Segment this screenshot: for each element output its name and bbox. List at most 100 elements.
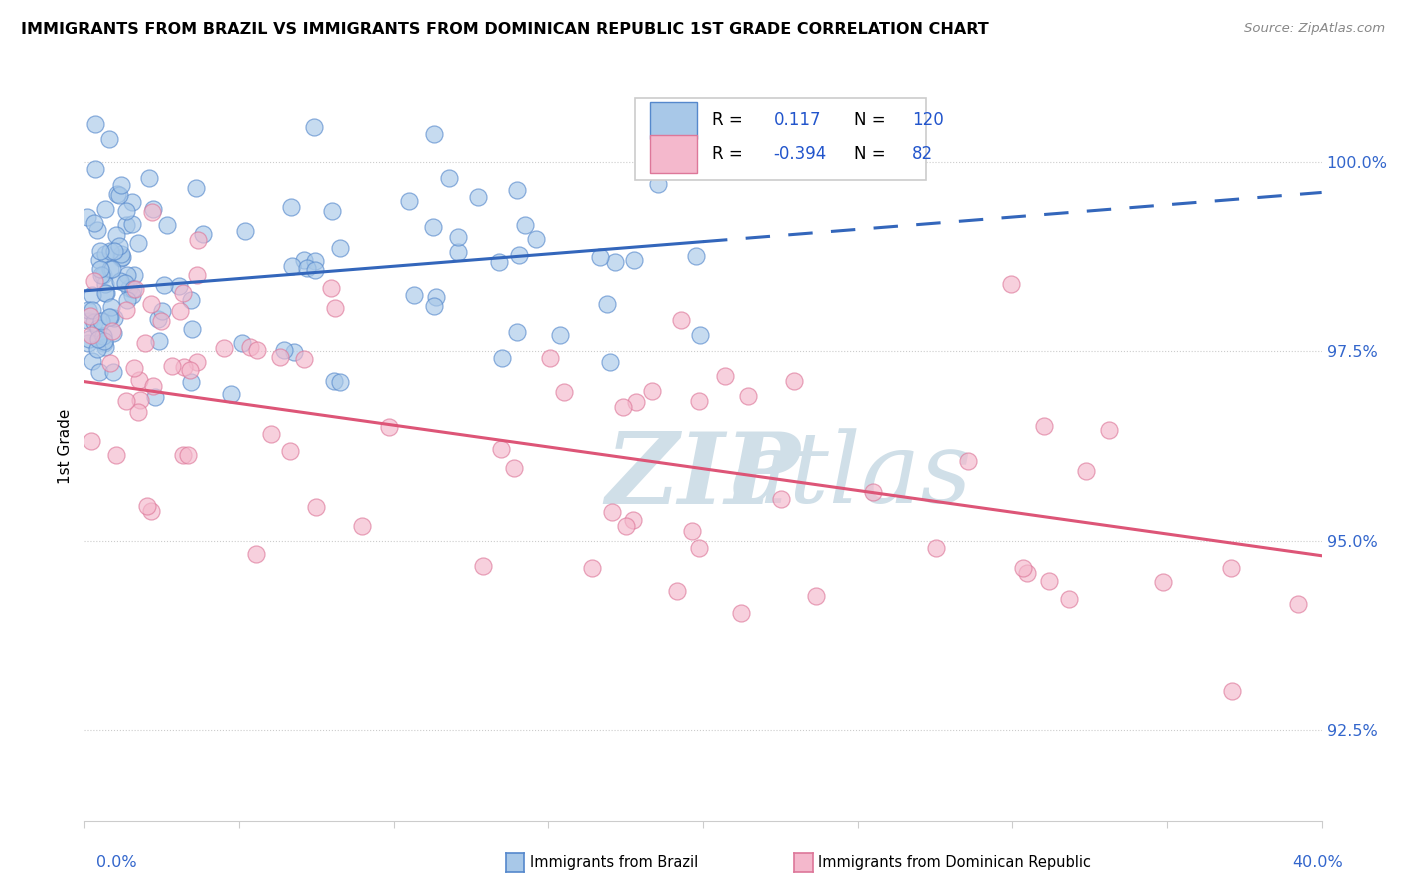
Point <box>179 363 201 377</box>
Point <box>281 260 304 274</box>
Point <box>94 340 117 354</box>
Point <box>105 187 128 202</box>
Point <box>292 252 315 267</box>
Point <box>862 484 884 499</box>
Point <box>94 286 117 301</box>
Point <box>503 461 526 475</box>
Point <box>641 384 664 398</box>
Point <box>246 343 269 357</box>
Point <box>172 286 194 301</box>
Point <box>422 219 444 234</box>
Point <box>181 322 204 336</box>
Point <box>172 448 194 462</box>
Point <box>273 343 295 357</box>
Point <box>108 273 131 287</box>
Point <box>80 303 103 318</box>
Point <box>108 239 131 253</box>
Point <box>91 268 114 282</box>
Point <box>100 262 122 277</box>
Point <box>114 276 136 290</box>
Point <box>93 334 115 348</box>
Point <box>101 326 124 340</box>
Point <box>121 217 143 231</box>
Point <box>146 311 169 326</box>
Point <box>76 303 98 318</box>
Point <box>730 606 752 620</box>
Point <box>180 375 202 389</box>
Point <box>1220 684 1243 698</box>
Point <box>94 285 117 300</box>
Point <box>86 223 108 237</box>
Point <box>191 227 214 242</box>
Point <box>142 202 165 216</box>
Point <box>623 252 645 267</box>
Point <box>378 420 401 434</box>
Point <box>87 365 110 379</box>
Point <box>305 500 328 514</box>
Point <box>142 379 165 393</box>
Point <box>806 590 828 604</box>
Point <box>596 296 619 310</box>
Point <box>1220 561 1243 575</box>
Text: -0.394: -0.394 <box>773 145 827 163</box>
Text: N =: N = <box>853 145 886 163</box>
Text: 82: 82 <box>912 145 934 163</box>
Text: 0.117: 0.117 <box>773 112 821 129</box>
Point <box>128 392 150 407</box>
Point <box>80 354 103 368</box>
Point <box>329 241 352 255</box>
Point <box>77 332 100 346</box>
Point <box>302 120 325 134</box>
FancyBboxPatch shape <box>650 136 697 172</box>
Point <box>1057 592 1080 607</box>
Point <box>553 385 575 400</box>
Text: 120: 120 <box>912 112 943 129</box>
Point <box>782 374 804 388</box>
Point <box>103 311 125 326</box>
Point <box>671 312 693 326</box>
Point <box>122 361 145 376</box>
Point <box>769 492 792 507</box>
Point <box>98 356 121 370</box>
Point <box>1098 423 1121 437</box>
Point <box>91 329 114 343</box>
Point <box>446 245 468 260</box>
Point <box>83 117 105 131</box>
Point <box>1076 463 1098 477</box>
Point <box>404 288 426 302</box>
Point <box>87 252 110 267</box>
Point <box>121 194 143 209</box>
Point <box>104 448 127 462</box>
Point <box>398 194 420 209</box>
Point <box>1015 566 1038 581</box>
Point <box>134 335 156 350</box>
Point <box>688 541 710 555</box>
Point <box>329 375 352 389</box>
Point <box>1038 574 1060 589</box>
Point <box>83 274 105 288</box>
Point <box>87 333 110 347</box>
Point <box>489 442 512 457</box>
Point <box>135 499 157 513</box>
Point <box>688 393 710 408</box>
Point <box>98 262 121 277</box>
Point <box>581 561 603 575</box>
Point <box>143 390 166 404</box>
Point <box>599 355 621 369</box>
Point <box>239 340 262 354</box>
Point <box>600 505 623 519</box>
Point <box>94 277 117 292</box>
Point <box>90 268 112 282</box>
Point <box>101 366 124 380</box>
Point <box>589 250 612 264</box>
Point <box>83 314 105 328</box>
Point <box>97 310 120 324</box>
Point <box>321 204 343 219</box>
Point <box>1153 574 1175 589</box>
Point <box>614 518 637 533</box>
Point <box>77 336 100 351</box>
Point <box>685 249 707 263</box>
Point <box>233 223 256 237</box>
Point <box>167 279 190 293</box>
Point <box>184 181 207 195</box>
